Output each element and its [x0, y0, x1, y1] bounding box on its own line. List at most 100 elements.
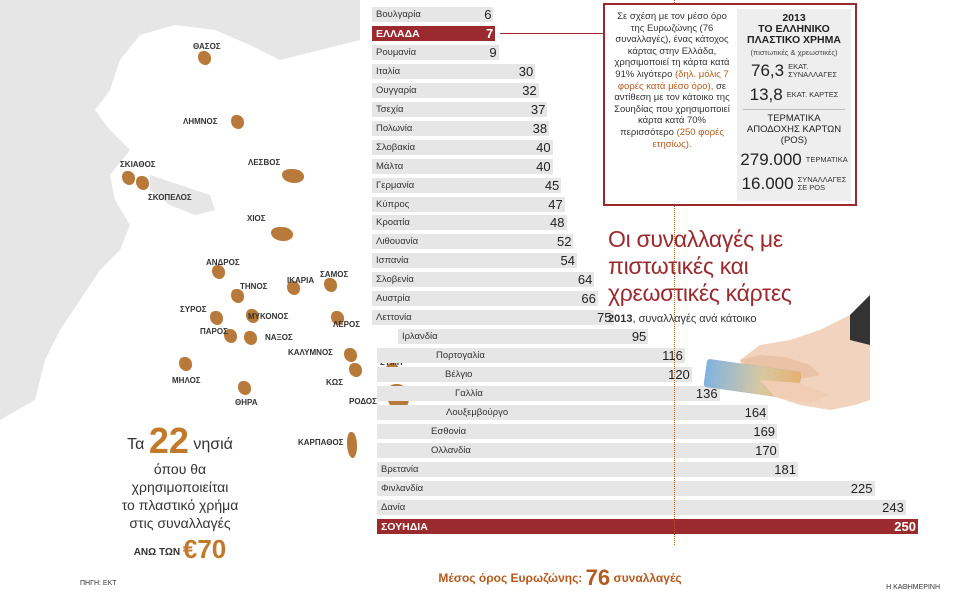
- value-label: 136: [695, 386, 718, 401]
- island-label: ΜΗΛΟΣ: [172, 376, 201, 385]
- category-label: Ουγγαρία: [376, 84, 417, 96]
- bar-26: [377, 480, 875, 496]
- terminals-value: 279.000: [740, 150, 802, 169]
- comparison-note: Σε σχέση με τον μέσο όρο της Ευρωζώνης (…: [611, 11, 733, 150]
- category-label: Λιθουανία: [376, 236, 419, 248]
- newspaper-credit: Η ΚΑΘΗΜΕΡΙΝΗ: [886, 584, 940, 591]
- islands-title-pre: Τα: [127, 436, 145, 453]
- note-line-4: σε αντίθεση με τον κάτοικο της Σουηδίας …: [614, 80, 730, 138]
- bar-18: [398, 329, 649, 345]
- category-label: Ολλανδία: [431, 444, 471, 456]
- category-label: Δανία: [381, 501, 406, 513]
- terminals-label: ΤΕΡΜΑΤΙΚΑ: [805, 155, 848, 164]
- greek-plastic-money-stats: 2013 ΤΟ ΕΛΛΗΝΙΚΟ ΠΛΑΣΤΙΚΟ ΧΡΗΜΑ (πιστωτι…: [737, 9, 851, 201]
- value-label: 120: [668, 367, 690, 383]
- bar-14: [372, 253, 577, 269]
- average-label-value: 76: [585, 565, 611, 590]
- island-label: ΜΥΚΟΝΟΣ: [248, 312, 289, 321]
- island-label: ΤΗΝΟΣ: [240, 282, 268, 291]
- value-label: 243: [882, 499, 904, 515]
- bar-6: [372, 101, 548, 117]
- bar-5: [372, 82, 539, 98]
- islands-title-line-2: όπου θα χρησιμοποιείται: [131, 461, 229, 495]
- category-label: Ιταλία: [376, 65, 401, 77]
- category-label: Μάλτα: [376, 160, 404, 172]
- value-label: 170: [755, 442, 777, 458]
- category-label: Βρετανία: [381, 463, 419, 475]
- pos-transactions-value: 16.000: [741, 174, 794, 193]
- value-label: 6: [484, 7, 492, 22]
- island-label: ΧΙΟΣ: [247, 214, 266, 223]
- category-label: Ιρλανδία: [402, 331, 438, 343]
- value-label: 48: [550, 215, 565, 231]
- island-label: ΚΑΡΠΑΘΟΣ: [298, 438, 344, 447]
- category-label: Πολωνία: [376, 122, 413, 134]
- island-label: ΡΟΔΟΣ: [349, 397, 377, 406]
- islands-title-threshold-label: ΑΝΩ ΤΩΝ: [133, 547, 181, 558]
- value-label: 30: [518, 63, 534, 79]
- cards-value: 13,8: [749, 85, 783, 104]
- island-shape: [348, 363, 362, 377]
- stats-row-pos-transactions: 16.000 ΣΥΝΑΛΛΑΓΕΣ ΣΕ POS: [737, 174, 851, 194]
- island-shape: [230, 115, 244, 129]
- island-label: ΛΕΡΟΣ: [333, 320, 361, 329]
- islands-title-post: νησιά: [193, 436, 233, 453]
- value-label: 40: [536, 158, 551, 174]
- chart-subtitle: 2013, συναλλαγές ανά κάτοικο: [608, 313, 756, 325]
- stats-row-cards: 13,8 ΕΚΑΤ. ΚΑΡΤΕΣ: [737, 85, 851, 105]
- island-label: ΛΗΜΝΟΣ: [183, 117, 218, 126]
- hand-card-illustration: [703, 295, 870, 410]
- note-line-2: ένας κάτοχος κάρτας στην Ελλάδα, χρησιμο…: [614, 34, 730, 80]
- island-shape: [286, 281, 300, 295]
- category-label: Γαλλία: [455, 388, 483, 399]
- value-label: 64: [577, 272, 593, 288]
- average-label-prefix: Μέσος όρος Ευρωζώνης:: [438, 571, 583, 585]
- island-label: ΚΩΣ: [326, 378, 343, 387]
- island-shape: [237, 381, 251, 395]
- island-shape: [323, 278, 337, 292]
- bar-28: [377, 518, 918, 534]
- category-label: Τσεχία: [376, 103, 404, 115]
- bar-22: [377, 404, 769, 420]
- category-label: ΣΟΥΗΔΙΑ: [381, 520, 428, 533]
- bar-16: [372, 291, 598, 307]
- transactions-label-2: ΣΥΝΑΛΛΑΓΕΣ: [788, 70, 837, 79]
- islands-threshold-amount: €70: [182, 534, 227, 564]
- bar-19: [377, 348, 685, 364]
- value-label: 169: [753, 423, 776, 439]
- category-label: ΕΛΛΑΔΑ: [376, 27, 420, 40]
- value-label: 116: [662, 348, 683, 364]
- category-label: Ισπανία: [376, 255, 409, 267]
- bar-24: [377, 442, 779, 458]
- bar-3: [372, 44, 499, 60]
- greece-map-graphic: [0, 0, 360, 420]
- info-box: Σε σχέση με τον μέσο όρο της Ευρωζώνης (…: [603, 3, 857, 206]
- island-label: ΠΑΡΟΣ: [200, 327, 228, 336]
- average-label-suffix: συναλλαγές: [613, 571, 682, 585]
- bar-2: [372, 25, 496, 41]
- stats-subtitle: (πιστωτικές & χρεωστικές): [750, 48, 838, 57]
- island-label: ΑΝΔΡΟΣ: [206, 258, 240, 267]
- island-shape: [271, 227, 293, 241]
- bar-4: [372, 63, 536, 79]
- value-label: 47: [548, 196, 563, 212]
- cards-label: ΕΚΑΤ. ΚΑΡΤΕΣ: [786, 90, 839, 99]
- value-label: 7: [485, 25, 494, 41]
- category-label: Ρουμανία: [376, 46, 417, 58]
- category-label: Αυστρία: [376, 293, 411, 305]
- island-shape: [245, 309, 259, 323]
- island-shape: [178, 357, 192, 371]
- bar-12: [372, 215, 567, 231]
- stats-year: 2013: [782, 12, 806, 24]
- chart-subtitle-rest: , συναλλαγές ανά κάτοικο: [632, 313, 757, 325]
- island-label: ΣΥΡΟΣ: [180, 305, 207, 314]
- pos-transactions-label-1: ΣΥΝΑΛΛΑΓΕΣ: [797, 175, 847, 184]
- category-label: Βουλγαρία: [376, 9, 421, 20]
- bar-21: [377, 386, 720, 401]
- island-label: ΘΗΡΑ: [235, 398, 258, 407]
- value-label: 52: [557, 234, 572, 250]
- island-shape: [211, 265, 225, 279]
- value-label: 225: [850, 480, 873, 496]
- eurozone-average-label: Μέσος όρος Ευρωζώνης: 76 συναλλαγές: [400, 565, 720, 591]
- note-connector-line: [500, 32, 606, 35]
